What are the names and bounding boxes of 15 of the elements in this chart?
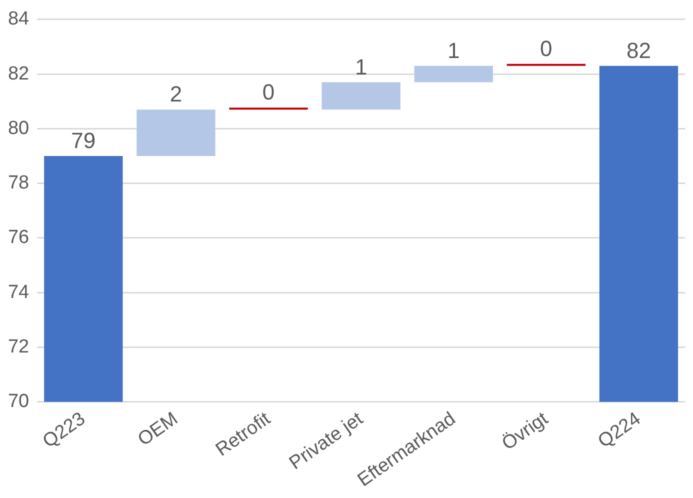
y-tick-label: 72 bbox=[8, 336, 30, 358]
data-label: 1 bbox=[354, 54, 368, 80]
data-label: 2 bbox=[170, 82, 182, 107]
data-label: 0 bbox=[262, 80, 275, 105]
y-tick-label: 78 bbox=[8, 172, 30, 194]
y-tick-label: 82 bbox=[8, 63, 30, 84]
data-label: 0 bbox=[540, 36, 552, 61]
y-tick-label: 76 bbox=[8, 227, 30, 248]
y-tick-label: 80 bbox=[8, 118, 30, 139]
data-label: 79 bbox=[71, 128, 96, 154]
data-label: 1 bbox=[447, 38, 460, 63]
y-tick-label: 84 bbox=[8, 8, 30, 30]
y-tick-label: 70 bbox=[8, 391, 30, 412]
y-tick-label: 74 bbox=[8, 282, 30, 303]
data-label: 82 bbox=[626, 38, 651, 63]
